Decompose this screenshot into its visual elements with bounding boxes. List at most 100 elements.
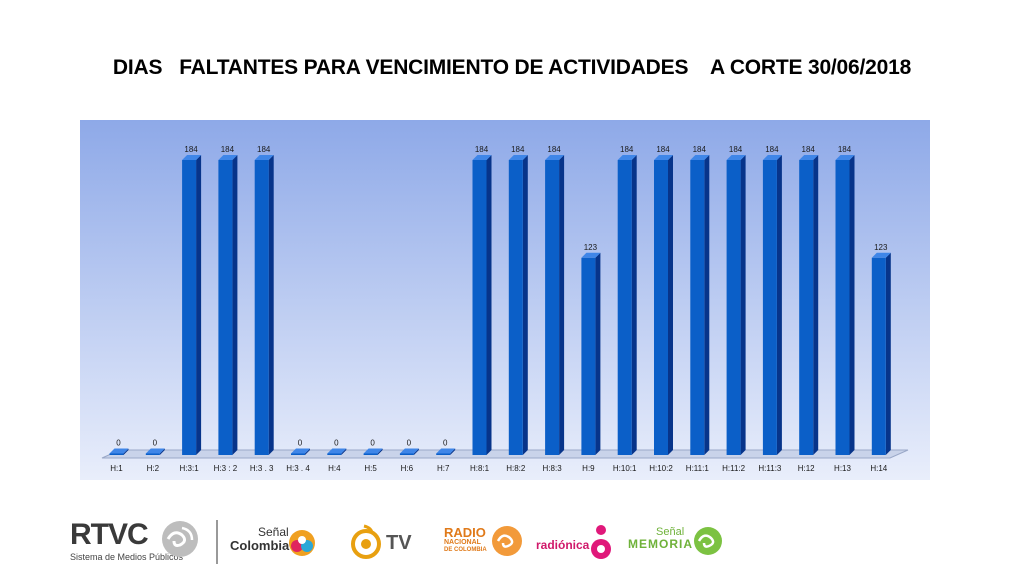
- bar-top: [654, 155, 673, 160]
- tick-label: H:14: [870, 464, 887, 473]
- bar-front: [145, 453, 160, 455]
- bar-front: [726, 160, 741, 455]
- bar-side: [232, 155, 238, 455]
- bar-front: [508, 160, 523, 455]
- bar-side: [196, 155, 202, 455]
- tick-label: H:8:1: [470, 464, 490, 473]
- bar-front: [545, 160, 560, 455]
- bar-side: [776, 155, 782, 455]
- bar-top: [145, 448, 165, 454]
- bar-top: [835, 155, 855, 160]
- tick-label: H:5: [364, 464, 377, 473]
- data-label: 184: [656, 145, 670, 154]
- senal-memoria-logo: Señal MEMORIA: [628, 526, 693, 551]
- bar-side: [450, 448, 456, 455]
- bar-top: [182, 155, 202, 160]
- bar-front: [581, 257, 596, 455]
- data-label: 184: [729, 145, 743, 154]
- tick-label: H:10:1: [613, 464, 637, 473]
- radio-nacional-swirl-icon: [492, 526, 522, 556]
- bar-front: [363, 453, 378, 455]
- tv-label: TV: [386, 532, 412, 554]
- radio-nacional-logo: RADIO NACIONAL DE COLOMBIA: [444, 526, 487, 554]
- bar-top: [109, 448, 129, 454]
- tick-label: H:3:1: [180, 464, 200, 473]
- bar-top: [545, 155, 565, 160]
- radionica-icon: [591, 525, 611, 559]
- bar-top: [436, 448, 456, 454]
- data-label: 184: [693, 145, 707, 154]
- bar-side: [849, 155, 855, 455]
- bar-top: [363, 448, 383, 454]
- bar-top: [617, 155, 637, 160]
- bar-top: [254, 155, 274, 160]
- radio-nacional-line1: RADIO: [444, 525, 486, 540]
- bar-front: [871, 257, 886, 455]
- tick-label: H:7: [437, 464, 450, 473]
- senal-memoria-line1: Señal: [656, 526, 685, 538]
- senal-colombia-line2: Colombia: [230, 538, 290, 553]
- bar: [254, 155, 274, 455]
- bar-side: [341, 448, 347, 455]
- bar: [399, 448, 419, 455]
- bar: [145, 448, 165, 455]
- tick-label: H:12: [798, 464, 815, 473]
- senal-memoria-swirl-icon: [694, 527, 722, 555]
- bar-side: [522, 155, 528, 455]
- chart-svg: 0 0 184 184 184 0 0 0 0 0 184 184 184 123 184 184 184 184…: [80, 120, 930, 480]
- senal-colombia-swirl-icon: [289, 530, 315, 556]
- bar-top: [581, 252, 601, 258]
- tick-label: H:3 . 3: [250, 464, 274, 473]
- tick-label: H:3 : 2: [214, 464, 238, 473]
- bar-side: [123, 448, 129, 455]
- rtvc-name: RTVC: [70, 518, 149, 551]
- data-label: 184: [765, 145, 779, 154]
- rtvc-tagline: Sistema de Medios Públicos: [70, 552, 184, 562]
- radio-nacional-line3: DE COLOMBIA: [444, 547, 487, 553]
- data-label: 0: [116, 439, 121, 448]
- tick-label: H:11:3: [758, 464, 782, 473]
- bar-side: [159, 448, 165, 455]
- data-label: 0: [443, 439, 448, 448]
- bar-front: [835, 160, 850, 455]
- tick-label: H:1: [110, 464, 123, 473]
- bar-top: [291, 448, 310, 454]
- bar: [327, 448, 347, 455]
- bar-side: [740, 155, 746, 455]
- rtvc-logo: RTVC Sistema de Medios Públicos: [70, 518, 183, 562]
- bar-front: [327, 453, 342, 455]
- tick-label: H:10:2: [649, 464, 673, 473]
- bar: [799, 155, 819, 455]
- bar-top: [327, 448, 347, 454]
- bar: [291, 448, 310, 455]
- bar-side: [305, 448, 310, 455]
- bar-top: [508, 155, 528, 160]
- bar: [762, 155, 782, 455]
- bar: [545, 155, 565, 455]
- footer-divider: [216, 520, 218, 564]
- bar: [835, 155, 855, 455]
- tick-label: H:3 . 4: [286, 464, 310, 473]
- data-label: 123: [874, 243, 888, 252]
- senal-memoria-line2: MEMORIA: [628, 537, 693, 551]
- bar-front: [799, 160, 814, 455]
- bar: [581, 252, 601, 455]
- bar: [871, 252, 891, 455]
- data-label: 184: [511, 145, 525, 154]
- data-label: 184: [257, 145, 271, 154]
- bar-top: [218, 155, 238, 160]
- tick-label: H:8:2: [506, 464, 526, 473]
- bar-top: [871, 252, 891, 258]
- bar-front: [399, 453, 414, 455]
- bar-front: [291, 453, 305, 455]
- bar-front: [690, 160, 705, 455]
- bar-top: [762, 155, 782, 160]
- data-label: 184: [620, 145, 634, 154]
- bar-front: [617, 160, 632, 455]
- bar: [726, 155, 746, 455]
- bar-side: [704, 155, 710, 455]
- bar: [508, 155, 528, 455]
- tick-label: H:9: [582, 464, 595, 473]
- bar: [218, 155, 238, 455]
- bar-side: [631, 155, 637, 455]
